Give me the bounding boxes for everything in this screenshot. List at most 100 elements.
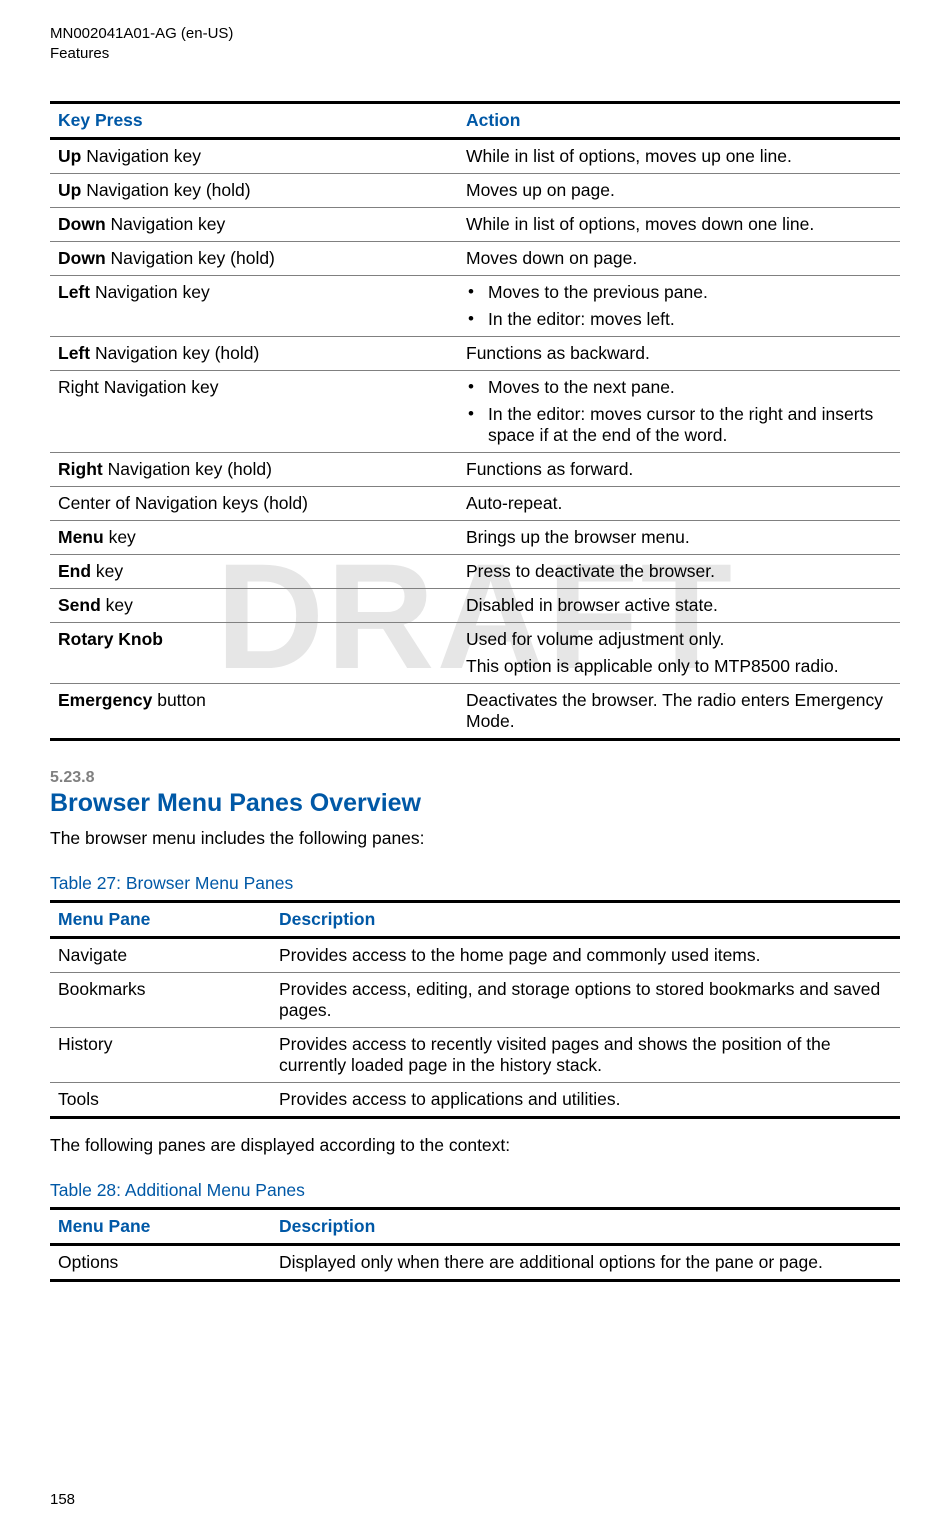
action-cell: Moves to the previous pane. In the editor…	[458, 276, 900, 337]
table-row: Right Navigation key (hold)Functions as …	[50, 453, 900, 487]
action-cell: Moves to the next pane. In the editor: mo…	[458, 371, 900, 453]
table-row: End keyPress to deactivate the browser.	[50, 555, 900, 589]
key-press-cell: Rotary Knob	[50, 623, 458, 684]
key-rest-text: Navigation key	[81, 146, 201, 166]
description-cell: Displayed only when there are additional…	[271, 1245, 900, 1281]
table3-body: OptionsDisplayed only when there are add…	[50, 1245, 900, 1281]
key-press-cell: Right Navigation key (hold)	[50, 453, 458, 487]
table-row: ToolsProvides access to applications and…	[50, 1083, 900, 1118]
action-cell: Functions as forward.	[458, 453, 900, 487]
table-row: BookmarksProvides access, editing, and s…	[50, 973, 900, 1028]
menu-pane-cell: Options	[50, 1245, 271, 1281]
key-rest-text: Navigation key	[90, 282, 210, 302]
action-cell: Disabled in browser active state.	[458, 589, 900, 623]
table-row: HistoryProvides access to recently visit…	[50, 1028, 900, 1083]
action-bullet-item: Moves to the next pane.	[466, 377, 892, 398]
table-row: Down Navigation key (hold)Moves down on …	[50, 242, 900, 276]
table-header-action: Action	[458, 103, 900, 139]
key-press-action-table: Key Press Action Up Navigation keyWhile …	[50, 101, 900, 741]
table-header-menupane: Menu Pane	[50, 1209, 271, 1245]
mid-text: The following panes are displayed accord…	[50, 1135, 900, 1156]
action-bullet-text: In the editor: moves left.	[488, 309, 675, 330]
action-cell: While in list of options, moves up one l…	[458, 139, 900, 174]
description-cell: Provides access to the home page and com…	[271, 938, 900, 973]
key-rest-text: Navigation key (hold)	[106, 248, 275, 268]
key-press-cell: Left Navigation key (hold)	[50, 337, 458, 371]
key-bold-text: Up	[58, 146, 81, 166]
action-bullet-item: In the editor: moves cursor to the right…	[466, 404, 892, 446]
action-cell: Functions as backward.	[458, 337, 900, 371]
key-press-cell: End key	[50, 555, 458, 589]
key-press-cell: Down Navigation key (hold)	[50, 242, 458, 276]
action-bullet-list: Moves to the previous pane. In the editor…	[466, 282, 892, 330]
doc-id-line1: MN002041A01-AG (en-US)	[50, 24, 900, 44]
table-row: Center of Navigation keys (hold) Auto-rep…	[50, 487, 900, 521]
description-cell: Provides access, editing, and storage op…	[271, 973, 900, 1028]
action-bullet-item: Moves to the previous pane.	[466, 282, 892, 303]
menu-pane-cell: Tools	[50, 1083, 271, 1118]
table-row: Up Navigation keyWhile in list of option…	[50, 139, 900, 174]
table27-caption: Table 27: Browser Menu Panes	[50, 873, 900, 894]
section-number: 5.23.8	[50, 769, 900, 787]
key-bold-text: Left	[58, 343, 90, 363]
key-rest-text: Navigation key (hold)	[103, 459, 272, 479]
table-header-keypress: Key Press	[50, 103, 458, 139]
key-rest-text: Navigation key	[106, 214, 226, 234]
key-bold-text: Rotary Knob	[58, 629, 163, 649]
table-header-row: Menu Pane Description	[50, 1209, 900, 1245]
table1-body: Up Navigation keyWhile in list of option…	[50, 139, 900, 740]
table-row: Up Navigation key (hold)Moves up on page…	[50, 174, 900, 208]
content-wrapper: MN002041A01-AG (en-US) Features Key Pres…	[50, 24, 900, 1282]
table-header-row: Key Press Action	[50, 103, 900, 139]
action-bullet-text: In the editor: moves cursor to the right…	[488, 404, 892, 446]
table-row: Send key Disabled in browser active state…	[50, 589, 900, 623]
key-press-cell: Up Navigation key	[50, 139, 458, 174]
key-rest-text: key	[101, 595, 133, 615]
key-press-cell: Left Navigation key	[50, 276, 458, 337]
action-bullet-list: Moves to the next pane. In the editor: mo…	[466, 377, 892, 446]
key-press-cell: Menu key	[50, 521, 458, 555]
action-bullet-item: In the editor: moves left.	[466, 309, 892, 330]
table-row: Menu keyBrings up the browser menu.	[50, 521, 900, 555]
table-header-description: Description	[271, 1209, 900, 1245]
page: DRAFT MN002041A01-AG (en-US) Features Ke…	[0, 0, 950, 1528]
table-row: Rotary Knob Used for volume adjustment on…	[50, 623, 900, 684]
key-rest-text: Right Navigation key	[58, 377, 219, 397]
key-bold-text: Right	[58, 459, 103, 479]
key-press-cell: Emergency button	[50, 684, 458, 740]
action-cell: While in list of options, moves down one…	[458, 208, 900, 242]
table-row: Left Navigation key (hold)Functions as b…	[50, 337, 900, 371]
key-press-cell: Up Navigation key (hold)	[50, 174, 458, 208]
doc-id-line2: Features	[50, 44, 900, 64]
action-bullet-text: Moves to the next pane.	[488, 377, 675, 398]
table-row: Right Navigation key Moves to the next pa…	[50, 371, 900, 453]
table-row: Down Navigation key While in list of opti…	[50, 208, 900, 242]
action-cell: Auto-repeat.	[458, 487, 900, 521]
key-bold-text: Emergency	[58, 690, 152, 710]
table28-caption: Table 28: Additional Menu Panes	[50, 1180, 900, 1201]
action-multiline: Used for volume adjustment only.This opt…	[466, 629, 892, 677]
section-title: Browser Menu Panes Overview	[50, 789, 900, 818]
key-rest-text: Navigation key (hold)	[81, 180, 250, 200]
menu-pane-cell: Bookmarks	[50, 973, 271, 1028]
table-header-row: Menu Pane Description	[50, 902, 900, 938]
action-line: This option is applicable only to MTP850…	[466, 656, 892, 677]
table-row: Left Navigation keyMoves to the previous…	[50, 276, 900, 337]
action-cell: Used for volume adjustment only.This opt…	[458, 623, 900, 684]
key-rest-text: Center of Navigation keys (hold)	[58, 493, 308, 513]
action-cell: Moves up on page.	[458, 174, 900, 208]
key-rest-text: Navigation key (hold)	[90, 343, 259, 363]
intro-text: The browser menu includes the following …	[50, 828, 900, 849]
table-header-description: Description	[271, 902, 900, 938]
table-row: NavigateProvides access to the home page…	[50, 938, 900, 973]
table-row: Emergency buttonDeactivates the browser.…	[50, 684, 900, 740]
table-header-menupane: Menu Pane	[50, 902, 271, 938]
key-bold-text: Send	[58, 595, 101, 615]
key-bold-text: Down	[58, 214, 106, 234]
action-cell: Press to deactivate the browser.	[458, 555, 900, 589]
menu-pane-cell: History	[50, 1028, 271, 1083]
browser-menu-panes-table: Menu Pane Description NavigateProvides a…	[50, 900, 900, 1119]
action-cell: Deactivates the browser. The radio enter…	[458, 684, 900, 740]
key-bold-text: End	[58, 561, 91, 581]
action-cell: Brings up the browser menu.	[458, 521, 900, 555]
